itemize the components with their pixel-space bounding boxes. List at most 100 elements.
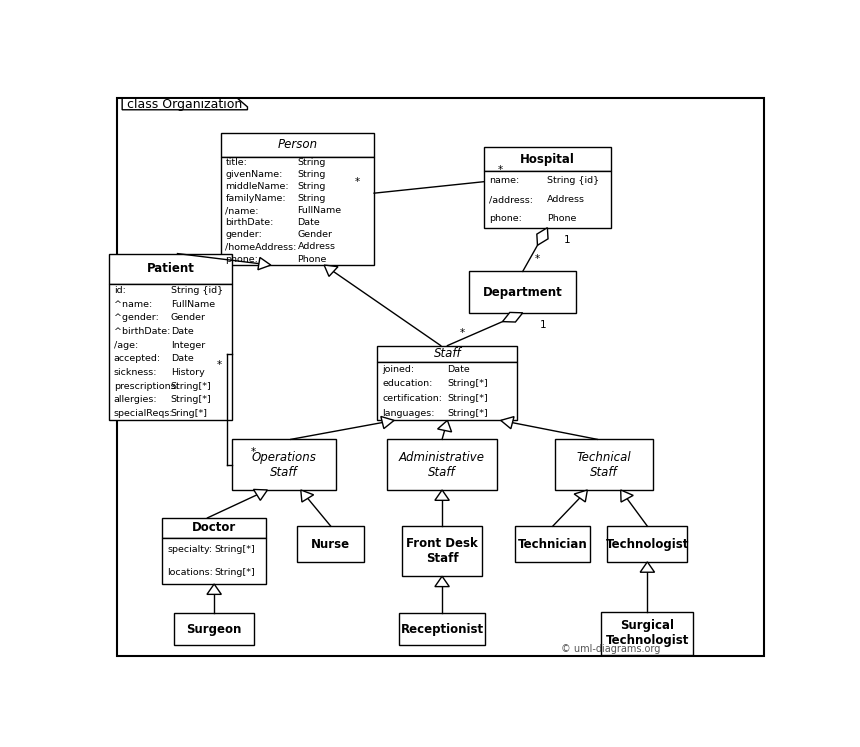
Text: String {id}: String {id}: [548, 176, 599, 185]
Bar: [109, 253, 232, 284]
Text: Doctor: Doctor: [192, 521, 236, 534]
Text: /name:: /name:: [225, 206, 259, 215]
Polygon shape: [258, 258, 271, 270]
Text: *: *: [217, 359, 222, 370]
Text: Sring[*]: Sring[*]: [171, 409, 208, 418]
Text: String: String: [298, 158, 326, 167]
Bar: [298, 526, 364, 562]
Text: givenName:: givenName:: [225, 170, 283, 179]
Text: *: *: [535, 254, 540, 264]
Polygon shape: [254, 489, 267, 500]
Text: Technician: Technician: [518, 538, 587, 551]
Text: Phone: Phone: [548, 214, 577, 223]
Text: Person: Person: [278, 138, 317, 151]
Text: *: *: [251, 447, 256, 457]
Text: gender:: gender:: [225, 230, 262, 240]
Text: middleName:: middleName:: [225, 182, 289, 191]
Text: title:: title:: [225, 158, 248, 167]
Text: Date: Date: [447, 365, 470, 374]
Polygon shape: [640, 562, 654, 572]
Text: String[*]: String[*]: [447, 409, 488, 418]
Text: Department: Department: [482, 285, 562, 299]
Text: Operations
Staff: Operations Staff: [252, 450, 316, 479]
Bar: [174, 613, 255, 645]
Text: 1: 1: [564, 235, 571, 245]
Bar: [109, 284, 232, 421]
Text: accepted:: accepted:: [114, 354, 161, 363]
Polygon shape: [574, 490, 587, 502]
Bar: [378, 346, 518, 362]
Text: /age:: /age:: [114, 341, 138, 350]
Text: phone:: phone:: [225, 255, 258, 264]
Text: © uml-diagrams.org: © uml-diagrams.org: [561, 644, 660, 654]
Bar: [484, 147, 611, 171]
Text: /address:: /address:: [488, 195, 532, 204]
Text: Surgeon: Surgeon: [187, 623, 242, 636]
Polygon shape: [122, 99, 248, 110]
Bar: [555, 439, 654, 490]
Text: specialReqs:: specialReqs:: [114, 409, 174, 418]
Text: ^name:: ^name:: [114, 300, 152, 309]
Text: String: String: [298, 170, 326, 179]
Text: sickness:: sickness:: [114, 368, 157, 377]
Polygon shape: [324, 265, 338, 276]
Text: String[*]: String[*]: [447, 394, 488, 403]
Bar: [387, 439, 497, 490]
Text: FullName: FullName: [298, 206, 341, 215]
Polygon shape: [537, 228, 548, 245]
Bar: [399, 613, 485, 645]
Bar: [232, 439, 335, 490]
Bar: [402, 526, 482, 576]
Text: /homeAddress:: /homeAddress:: [225, 243, 297, 252]
Bar: [221, 157, 374, 265]
Text: Nurse: Nurse: [311, 538, 350, 551]
Text: Technologist: Technologist: [605, 538, 689, 551]
Text: specialty:: specialty:: [167, 545, 212, 554]
Text: joined:: joined:: [382, 365, 415, 374]
Text: *: *: [355, 177, 360, 187]
Bar: [221, 133, 374, 157]
Text: Date: Date: [171, 354, 194, 363]
Text: Surgical
Technologist: Surgical Technologist: [605, 619, 689, 647]
Text: name:: name:: [488, 176, 519, 185]
Text: Technical
Staff: Technical Staff: [577, 450, 631, 479]
Text: *: *: [459, 328, 464, 338]
Text: locations:: locations:: [167, 568, 213, 577]
Text: prescriptions:: prescriptions:: [114, 382, 179, 391]
Text: *: *: [498, 165, 503, 175]
Bar: [163, 538, 266, 584]
Text: certification:: certification:: [382, 394, 442, 403]
Text: Gender: Gender: [171, 313, 206, 322]
Text: String[*]: String[*]: [171, 382, 212, 391]
Text: education:: education:: [382, 379, 433, 388]
Bar: [378, 362, 518, 421]
Polygon shape: [502, 312, 523, 322]
Text: id:: id:: [114, 286, 126, 295]
Bar: [484, 171, 611, 228]
Polygon shape: [435, 576, 449, 586]
Text: 1: 1: [539, 320, 546, 330]
Bar: [470, 271, 576, 313]
Text: Address: Address: [548, 195, 586, 204]
Text: String: String: [298, 182, 326, 191]
Text: Date: Date: [171, 327, 194, 336]
Text: Gender: Gender: [298, 230, 333, 240]
Polygon shape: [435, 490, 449, 500]
Text: class Organization: class Organization: [127, 98, 243, 111]
Text: allergies:: allergies:: [114, 395, 157, 404]
Text: Administrative
Staff: Administrative Staff: [399, 450, 485, 479]
Text: Address: Address: [298, 243, 335, 252]
Text: String[*]: String[*]: [214, 545, 255, 554]
Text: Integer: Integer: [171, 341, 205, 350]
Text: FullName: FullName: [171, 300, 215, 309]
Polygon shape: [501, 417, 514, 429]
Polygon shape: [438, 421, 452, 432]
Text: phone:: phone:: [488, 214, 522, 223]
Text: Patient: Patient: [147, 262, 194, 275]
Text: Date: Date: [298, 218, 320, 227]
Text: Hospital: Hospital: [520, 152, 574, 166]
Text: String[*]: String[*]: [214, 568, 255, 577]
Text: Staff: Staff: [433, 347, 461, 360]
Bar: [607, 526, 687, 562]
Polygon shape: [301, 490, 314, 502]
